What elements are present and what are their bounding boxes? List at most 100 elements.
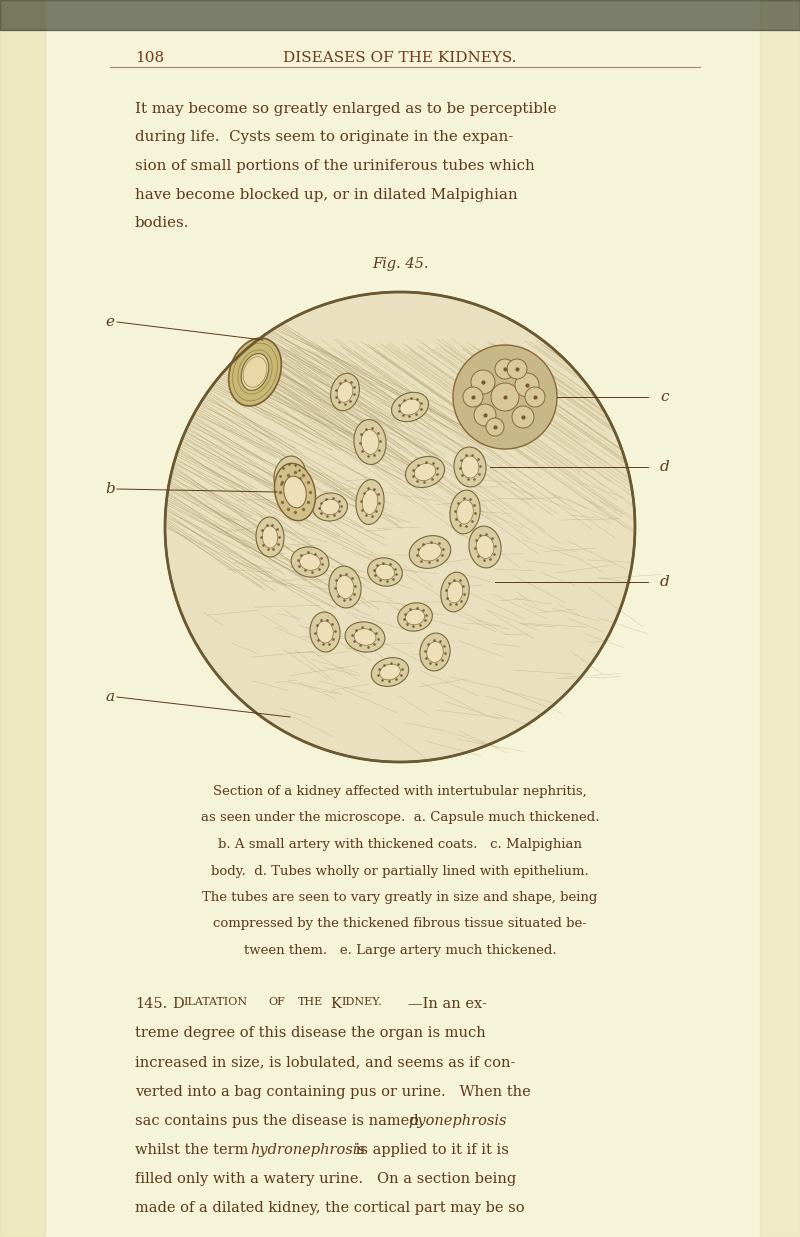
Text: Fig. 45.: Fig. 45.: [372, 257, 428, 271]
Ellipse shape: [418, 543, 442, 562]
Ellipse shape: [414, 464, 436, 480]
Ellipse shape: [356, 480, 384, 524]
Text: IDNEY.: IDNEY.: [341, 997, 382, 1007]
Ellipse shape: [274, 456, 306, 499]
Ellipse shape: [241, 354, 269, 391]
Ellipse shape: [354, 419, 386, 464]
Ellipse shape: [313, 494, 347, 521]
Text: The tubes are seen to vary greatly in size and shape, being: The tubes are seen to vary greatly in si…: [202, 891, 598, 904]
Text: Section of a kidney affected with intertubular nephritis,: Section of a kidney affected with intert…: [213, 785, 587, 798]
Text: It may become so greatly enlarged as to be perceptible: It may become so greatly enlarged as to …: [135, 101, 557, 116]
Text: as seen under the microscope.  a. Capsule much thickened.: as seen under the microscope. a. Capsule…: [201, 811, 599, 825]
Text: whilst the term: whilst the term: [135, 1143, 253, 1157]
Text: DISEASES OF THE KIDNEYS.: DISEASES OF THE KIDNEYS.: [283, 51, 517, 66]
Text: THE: THE: [298, 997, 323, 1007]
Ellipse shape: [300, 554, 320, 570]
Ellipse shape: [320, 500, 340, 515]
Text: verted into a bag containing pus or urine.   When the: verted into a bag containing pus or urin…: [135, 1085, 530, 1098]
Text: hydronephrosis: hydronephrosis: [250, 1143, 365, 1157]
Text: pyonephrosis: pyonephrosis: [409, 1113, 507, 1128]
Text: filled only with a watery urine.   On a section being: filled only with a watery urine. On a se…: [135, 1173, 516, 1186]
Ellipse shape: [310, 612, 340, 652]
Ellipse shape: [420, 633, 450, 670]
Ellipse shape: [441, 573, 470, 612]
Ellipse shape: [380, 664, 400, 680]
Ellipse shape: [375, 564, 394, 580]
Ellipse shape: [461, 456, 479, 477]
Text: e: e: [105, 315, 114, 329]
Text: ILATATION: ILATATION: [183, 997, 247, 1007]
Circle shape: [525, 387, 545, 407]
Text: 145.: 145.: [135, 997, 167, 1011]
Ellipse shape: [362, 490, 378, 515]
Text: OF: OF: [268, 997, 285, 1007]
Ellipse shape: [274, 464, 315, 521]
Bar: [0, 0, 800, 30]
Circle shape: [474, 404, 496, 426]
Ellipse shape: [336, 575, 354, 599]
Bar: [0, 0, 45, 1237]
Text: tween them.   e. Large artery much thickened.: tween them. e. Large artery much thicken…: [244, 944, 556, 957]
Ellipse shape: [406, 609, 425, 625]
Text: bodies.: bodies.: [135, 216, 190, 230]
Text: increased in size, is lobulated, and seems as if con-: increased in size, is lobulated, and see…: [135, 1055, 515, 1070]
Text: treme degree of this disease the organ is much: treme degree of this disease the organ i…: [135, 1027, 486, 1040]
Ellipse shape: [457, 500, 474, 524]
Ellipse shape: [447, 581, 463, 602]
Ellipse shape: [337, 382, 353, 402]
Text: sac contains pus the disease is named: sac contains pus the disease is named: [135, 1113, 423, 1128]
Ellipse shape: [398, 602, 432, 631]
Text: during life.  Cysts seem to originate in the expan-: during life. Cysts seem to originate in …: [135, 130, 514, 145]
Text: d: d: [660, 575, 670, 589]
Text: is applied to it if it is: is applied to it if it is: [351, 1143, 509, 1157]
Circle shape: [165, 292, 635, 762]
Text: c: c: [660, 390, 669, 404]
Ellipse shape: [361, 429, 379, 454]
Ellipse shape: [291, 547, 329, 578]
Text: body.  d. Tubes wholly or partially lined with epithelium.: body. d. Tubes wholly or partially lined…: [211, 865, 589, 877]
Ellipse shape: [281, 465, 299, 489]
Ellipse shape: [368, 558, 402, 586]
Ellipse shape: [426, 642, 443, 662]
Text: 108: 108: [135, 51, 164, 66]
Text: —In an ex-: —In an ex-: [408, 997, 487, 1011]
Ellipse shape: [329, 567, 361, 607]
Circle shape: [495, 359, 515, 379]
Circle shape: [486, 418, 504, 435]
Text: d: d: [660, 460, 670, 474]
Ellipse shape: [284, 476, 306, 508]
Ellipse shape: [450, 490, 480, 534]
Ellipse shape: [262, 526, 278, 548]
Bar: [760, 0, 800, 1237]
Text: a: a: [105, 690, 114, 704]
Text: made of a dilated kidney, the cortical part may be so: made of a dilated kidney, the cortical p…: [135, 1201, 525, 1216]
Text: K: K: [330, 997, 341, 1011]
Text: compressed by the thickened fibrous tissue situated be-: compressed by the thickened fibrous tiss…: [213, 918, 587, 930]
Ellipse shape: [400, 398, 420, 416]
Ellipse shape: [371, 658, 409, 687]
Text: D: D: [172, 997, 184, 1011]
Ellipse shape: [345, 622, 385, 652]
Text: b. A small artery with thickened coats.   c. Malpighian: b. A small artery with thickened coats. …: [218, 837, 582, 851]
Ellipse shape: [229, 338, 282, 406]
Circle shape: [491, 383, 519, 411]
Ellipse shape: [406, 456, 445, 487]
Text: b: b: [105, 482, 114, 496]
Ellipse shape: [469, 526, 501, 568]
Text: have become blocked up, or in dilated Malpighian: have become blocked up, or in dilated Ma…: [135, 188, 518, 202]
Ellipse shape: [476, 536, 494, 558]
Ellipse shape: [256, 517, 284, 557]
Circle shape: [507, 359, 527, 379]
Ellipse shape: [454, 447, 486, 487]
Circle shape: [453, 345, 557, 449]
Circle shape: [471, 370, 495, 395]
Ellipse shape: [317, 621, 334, 643]
Circle shape: [515, 374, 539, 397]
Ellipse shape: [410, 536, 450, 568]
Ellipse shape: [354, 628, 376, 646]
Ellipse shape: [330, 374, 359, 411]
Circle shape: [463, 387, 483, 407]
Text: sion of small portions of the uriniferous tubes which: sion of small portions of the uriniferou…: [135, 160, 534, 173]
Ellipse shape: [391, 392, 429, 422]
Circle shape: [512, 406, 534, 428]
